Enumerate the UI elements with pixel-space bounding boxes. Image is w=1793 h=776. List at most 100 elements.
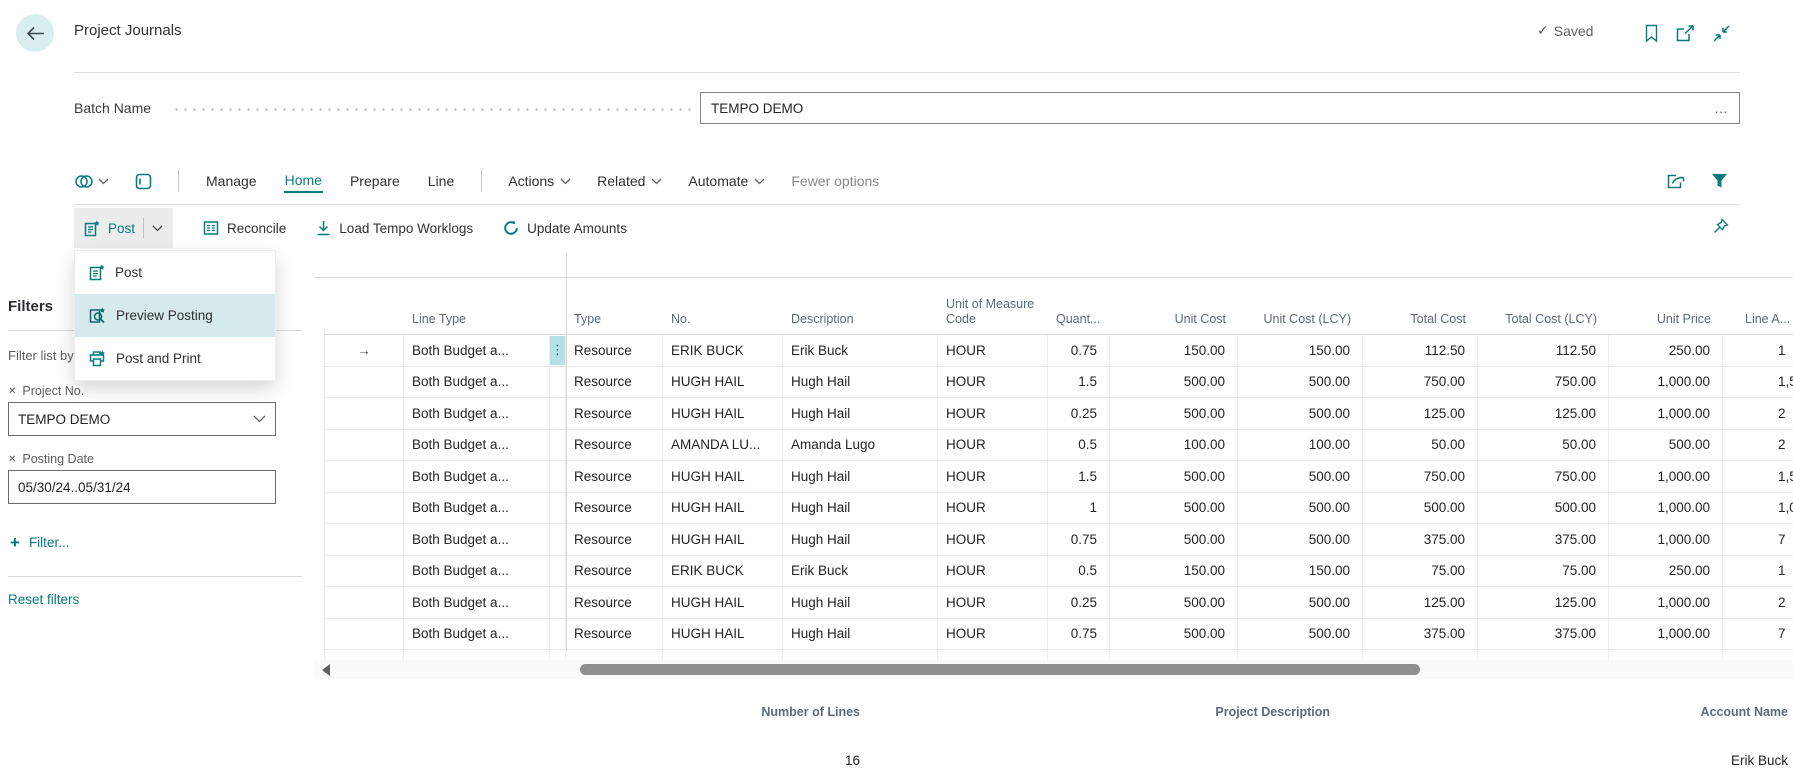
table-row[interactable]: Both Budget a... Resource HUGH HAIL Hugh…: [324, 492, 1793, 524]
cell-no[interactable]: HUGH HAIL: [663, 618, 783, 649]
cell-total-cost[interactable]: 375.00: [1363, 524, 1478, 555]
cell-quantity[interactable]: 0.25: [1048, 398, 1110, 429]
focus-mode-button[interactable]: [135, 173, 152, 190]
row-actions-cell[interactable]: [550, 429, 566, 460]
cell-unit-cost[interactable]: 500.00: [1110, 618, 1238, 649]
cell-total-cost-lcy[interactable]: 112.50: [1478, 335, 1609, 366]
cell-no[interactable]: ERIK BUCK: [663, 335, 783, 366]
cell-total-cost-lcy[interactable]: 375.00: [1478, 524, 1609, 555]
menu-actions[interactable]: Actions: [508, 173, 571, 189]
column-header-no[interactable]: No.: [671, 312, 691, 326]
cell-description[interactable]: Hugh Hail: [783, 492, 938, 523]
cell-no[interactable]: ERIK BUCK: [663, 555, 783, 586]
cell-line-type[interactable]: Both Budget a...: [404, 492, 550, 523]
cell-type[interactable]: Resource: [566, 492, 663, 523]
row-actions-cell[interactable]: [550, 524, 566, 555]
cell-unit-price[interactable]: 250.00: [1609, 555, 1723, 586]
tab-home[interactable]: Home: [283, 169, 323, 193]
row-actions-icon[interactable]: ⋮: [550, 335, 565, 365]
cell-no[interactable]: HUGH HAIL: [663, 524, 783, 555]
cell-total-cost[interactable]: 50.00: [1363, 429, 1478, 460]
cell-quantity[interactable]: 0.75: [1048, 618, 1110, 649]
cell-total-cost-lcy[interactable]: 75.00: [1478, 555, 1609, 586]
cell-unit-cost-lcy[interactable]: 500.00: [1238, 461, 1363, 492]
cell-no[interactable]: HUGH HAIL: [663, 366, 783, 397]
cell-line-amount[interactable]: 1,5: [1778, 374, 1793, 390]
column-header-type[interactable]: Type: [574, 312, 602, 326]
filter-funnel-icon[interactable]: [1706, 168, 1732, 194]
column-header-unit-of-measure-code[interactable]: Unit of Measure Code: [938, 297, 1048, 334]
cell-unit-cost[interactable]: 500.00: [1110, 524, 1238, 555]
cell-no[interactable]: HUGH HAIL: [663, 398, 783, 429]
cell-line-type[interactable]: Both Budget a...: [404, 524, 550, 555]
cell-unit-of-measure[interactable]: HOUR: [938, 461, 1048, 492]
row-actions-cell[interactable]: [550, 618, 566, 649]
cell-quantity[interactable]: 1: [1048, 492, 1110, 523]
cell-unit-price[interactable]: 250.00: [1609, 335, 1723, 366]
row-actions-cell[interactable]: [550, 587, 566, 618]
cell-unit-of-measure[interactable]: HOUR: [938, 587, 1048, 618]
chevron-down-icon[interactable]: [253, 415, 266, 423]
tab-manage[interactable]: Manage: [206, 173, 257, 189]
tab-line[interactable]: Line: [427, 173, 455, 189]
clear-filter-icon[interactable]: ✕: [8, 385, 17, 397]
cell-type[interactable]: Resource: [566, 461, 663, 492]
cell-unit-cost-lcy[interactable]: 100.00: [1238, 429, 1363, 460]
horizontal-scrollbar-thumb[interactable]: [580, 664, 1420, 675]
table-row[interactable]: Both Budget a... Resource HUGH HAIL Hugh…: [324, 366, 1793, 398]
table-row[interactable]: Both Budget a... Resource ERIK BUCK Erik…: [324, 555, 1793, 587]
cell-no[interactable]: HUGH HAIL: [663, 587, 783, 618]
cell-unit-cost-lcy[interactable]: 500.00: [1238, 366, 1363, 397]
cell-description[interactable]: Hugh Hail: [783, 618, 938, 649]
open-in-new-window-icon[interactable]: [1672, 20, 1698, 46]
cell-unit-of-measure[interactable]: HOUR: [938, 618, 1048, 649]
cell-quantity[interactable]: 1.5: [1048, 366, 1110, 397]
cell-line-amount[interactable]: 1: [1778, 563, 1786, 579]
cell-line-type[interactable]: Both Budget a...: [404, 587, 550, 618]
cell-total-cost[interactable]: 750.00: [1363, 366, 1478, 397]
column-header-quantity[interactable]: Quant...: [1056, 312, 1101, 326]
cell-line-amount[interactable]: 2: [1778, 437, 1786, 453]
scrollbar-left-arrow[interactable]: [322, 664, 330, 676]
cell-no[interactable]: HUGH HAIL: [663, 461, 783, 492]
cell-total-cost[interactable]: 500.00: [1363, 492, 1478, 523]
menu-related[interactable]: Related: [597, 173, 662, 189]
cell-description[interactable]: Hugh Hail: [783, 461, 938, 492]
table-row[interactable]: Both Budget a... Resource HUGH HAIL Hugh…: [324, 398, 1793, 430]
cell-unit-cost[interactable]: 500.00: [1110, 461, 1238, 492]
pin-icon[interactable]: [1712, 218, 1729, 235]
cell-total-cost[interactable]: 125.00: [1363, 398, 1478, 429]
cell-quantity[interactable]: 0.5: [1048, 429, 1110, 460]
cell-quantity[interactable]: 0.5: [1048, 555, 1110, 586]
update-amounts-button[interactable]: Update Amounts: [503, 220, 627, 236]
cell-unit-cost-lcy[interactable]: 500.00: [1238, 587, 1363, 618]
cell-unit-cost-lcy[interactable]: 150.00: [1238, 335, 1363, 366]
reconcile-button[interactable]: Reconcile: [203, 220, 286, 236]
cell-description[interactable]: Hugh Hail: [783, 524, 938, 555]
cell-unit-price[interactable]: 1,000.00: [1609, 524, 1723, 555]
cell-no[interactable]: HUGH HAIL: [663, 492, 783, 523]
bookmark-icon[interactable]: [1638, 20, 1664, 46]
cell-unit-cost[interactable]: 500.00: [1110, 398, 1238, 429]
row-actions-cell[interactable]: ⋮: [550, 335, 566, 366]
cell-unit-cost-lcy[interactable]: 500.00: [1238, 492, 1363, 523]
cell-unit-cost-lcy[interactable]: 500.00: [1238, 398, 1363, 429]
chevron-down-icon[interactable]: [152, 225, 163, 232]
cell-unit-price[interactable]: 500.00: [1609, 429, 1723, 460]
cell-description[interactable]: Erik Buck: [783, 555, 938, 586]
load-tempo-worklogs-button[interactable]: Load Tempo Worklogs: [316, 220, 473, 236]
cell-line-type[interactable]: Both Budget a...: [404, 461, 550, 492]
cell-unit-cost[interactable]: 100.00: [1110, 429, 1238, 460]
cell-unit-cost-lcy[interactable]: 150.00: [1238, 555, 1363, 586]
cell-line-amount[interactable]: 1,5: [1778, 468, 1793, 484]
cell-unit-cost-lcy[interactable]: 500.00: [1238, 618, 1363, 649]
back-button[interactable]: [16, 14, 54, 52]
cell-unit-of-measure[interactable]: HOUR: [938, 366, 1048, 397]
cell-type[interactable]: Resource: [566, 335, 663, 366]
cell-line-type[interactable]: Both Budget a...: [404, 335, 550, 366]
cell-unit-price[interactable]: 1,000.00: [1609, 492, 1723, 523]
cell-quantity[interactable]: 0.25: [1048, 587, 1110, 618]
row-actions-cell[interactable]: [550, 398, 566, 429]
cell-unit-of-measure[interactable]: HOUR: [938, 524, 1048, 555]
cell-no[interactable]: AMANDA LU...: [663, 429, 783, 460]
